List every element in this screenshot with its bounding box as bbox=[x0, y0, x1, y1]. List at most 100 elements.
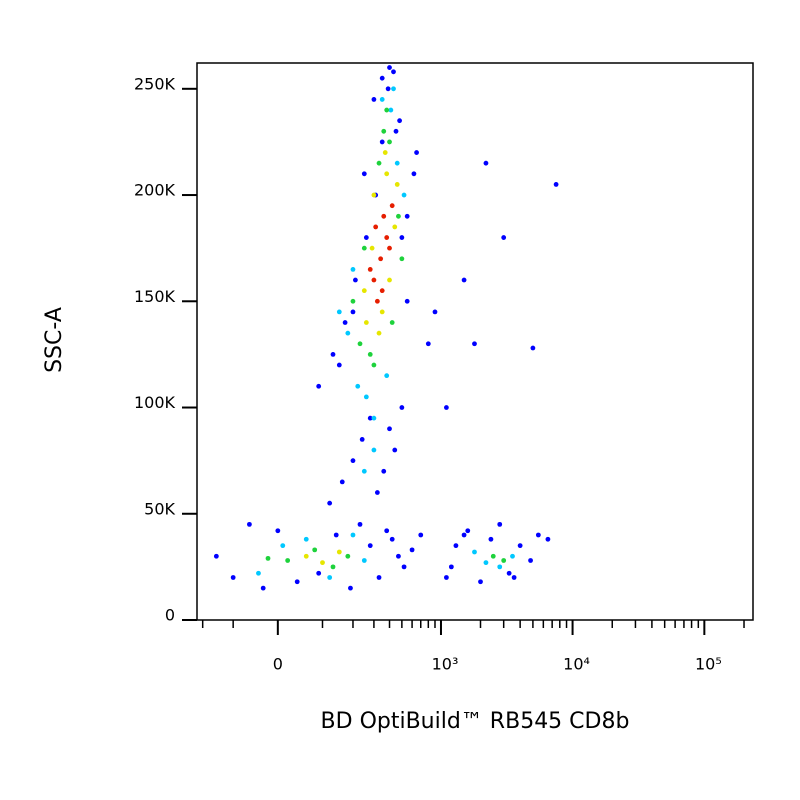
point bbox=[355, 383, 361, 389]
point bbox=[330, 564, 336, 570]
point bbox=[414, 150, 419, 155]
point bbox=[443, 405, 449, 410]
y-tick-label: 150K bbox=[134, 287, 176, 306]
point bbox=[391, 86, 396, 92]
point bbox=[333, 532, 339, 538]
point bbox=[387, 277, 392, 283]
point bbox=[387, 245, 392, 251]
point bbox=[350, 458, 356, 464]
point bbox=[394, 182, 400, 187]
point bbox=[373, 224, 379, 230]
x-axis-title: BD OptiBuild™ RB545 CD8b bbox=[321, 709, 630, 734]
point bbox=[392, 447, 398, 453]
y-tick-label: 200K bbox=[134, 181, 176, 200]
point bbox=[260, 585, 266, 591]
point bbox=[376, 575, 382, 580]
point bbox=[367, 415, 373, 421]
point bbox=[387, 65, 392, 70]
point bbox=[553, 182, 559, 187]
point bbox=[425, 341, 431, 347]
plot-frame bbox=[196, 62, 754, 621]
point bbox=[361, 288, 367, 294]
x-tick-label: 0 bbox=[273, 655, 283, 674]
point bbox=[376, 330, 382, 336]
point bbox=[345, 330, 351, 336]
point bbox=[511, 575, 517, 580]
point bbox=[371, 97, 377, 102]
point bbox=[330, 352, 336, 357]
point bbox=[472, 341, 477, 347]
point bbox=[381, 128, 387, 134]
point bbox=[361, 245, 367, 251]
points bbox=[213, 65, 559, 591]
point bbox=[336, 309, 342, 315]
point bbox=[384, 373, 390, 379]
point bbox=[379, 139, 385, 145]
point bbox=[280, 543, 286, 549]
point bbox=[497, 521, 503, 527]
point bbox=[371, 415, 377, 421]
point bbox=[357, 521, 363, 527]
point bbox=[535, 532, 541, 538]
point bbox=[382, 150, 388, 155]
point bbox=[387, 139, 392, 145]
point bbox=[393, 128, 399, 134]
y-tick-label: 50K bbox=[144, 499, 175, 518]
point bbox=[448, 564, 454, 570]
point bbox=[443, 575, 449, 580]
point bbox=[388, 107, 394, 113]
point bbox=[256, 570, 261, 576]
point bbox=[401, 192, 407, 198]
point bbox=[517, 543, 523, 549]
point bbox=[363, 320, 369, 325]
point bbox=[389, 320, 395, 325]
point bbox=[384, 107, 390, 113]
x-tick-label: 10³ bbox=[432, 655, 459, 674]
point bbox=[384, 528, 390, 534]
point bbox=[230, 575, 236, 580]
point bbox=[357, 341, 363, 347]
point bbox=[396, 553, 401, 559]
point bbox=[418, 532, 424, 538]
y-tick-label: 100K bbox=[134, 393, 176, 412]
point bbox=[483, 160, 489, 166]
point bbox=[404, 298, 410, 304]
y-axis-title: SSC-A bbox=[42, 307, 67, 373]
point bbox=[316, 383, 322, 389]
point bbox=[472, 549, 477, 555]
point bbox=[461, 532, 467, 538]
point bbox=[327, 575, 333, 580]
point bbox=[385, 86, 391, 92]
point bbox=[483, 560, 489, 566]
point bbox=[350, 532, 356, 538]
point bbox=[401, 564, 407, 570]
point bbox=[391, 69, 396, 75]
y-tick-label: 0 bbox=[165, 606, 175, 625]
point bbox=[348, 585, 353, 591]
point bbox=[389, 203, 395, 209]
point bbox=[213, 553, 219, 559]
point bbox=[294, 579, 300, 585]
point bbox=[285, 558, 291, 563]
point bbox=[275, 528, 281, 534]
point bbox=[409, 547, 415, 553]
point bbox=[453, 543, 459, 549]
point bbox=[350, 298, 356, 304]
point bbox=[465, 528, 471, 534]
point bbox=[384, 235, 390, 240]
point bbox=[316, 570, 322, 576]
point bbox=[371, 277, 377, 283]
point bbox=[367, 543, 373, 549]
point bbox=[350, 267, 356, 272]
point bbox=[379, 288, 385, 294]
point bbox=[247, 521, 252, 527]
point bbox=[379, 97, 385, 102]
point bbox=[399, 405, 405, 410]
point bbox=[432, 309, 438, 315]
point bbox=[396, 213, 401, 219]
point bbox=[530, 345, 536, 351]
x-tick-label: 10⁴ bbox=[563, 655, 590, 674]
point bbox=[361, 468, 367, 474]
point bbox=[327, 500, 333, 506]
point bbox=[312, 547, 318, 553]
